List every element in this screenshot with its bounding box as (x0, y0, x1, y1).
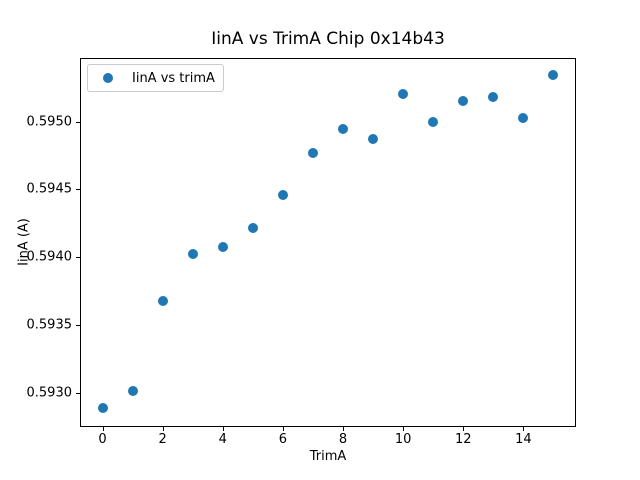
data-point (338, 124, 349, 134)
x-tick-mark (162, 427, 164, 432)
x-tick-mark (523, 427, 525, 432)
x-tick-mark (102, 427, 104, 432)
y-tick-mark (76, 189, 80, 191)
data-point (548, 69, 559, 80)
x-tick-label: 8 (338, 432, 348, 448)
data-point (307, 148, 318, 159)
data-point (458, 95, 469, 106)
legend-label: IinA vs trimA (132, 70, 215, 86)
chart-title: IinA vs TrimA Chip 0x14b43 (211, 29, 445, 49)
x-axis-label: TrimA (309, 449, 347, 464)
x-tick-label: 0 (98, 432, 107, 448)
y-tick-mark (76, 392, 80, 394)
x-tick-mark (403, 427, 405, 432)
x-tick-mark (463, 427, 465, 432)
y-tick-label: 0.5930 (26, 385, 73, 401)
y-tick-label: 0.5950 (26, 114, 73, 130)
data-point (428, 117, 439, 128)
legend-marker-icon (103, 73, 113, 83)
x-tick-mark (282, 427, 284, 432)
data-point (97, 403, 108, 414)
data-point (217, 242, 228, 252)
y-tick-label: 0.5945 (26, 181, 73, 197)
x-tick-label: 10 (394, 432, 412, 448)
legend: IinA vs trimA (87, 64, 224, 92)
data-point (247, 223, 258, 234)
y-tick-mark (76, 121, 80, 123)
data-point (398, 88, 409, 99)
data-point (127, 385, 138, 396)
x-tick-label: 12 (454, 432, 472, 448)
y-tick-label: 0.5935 (26, 317, 73, 333)
data-point (277, 189, 288, 200)
data-point (187, 249, 198, 260)
x-tick-label: 6 (278, 432, 288, 448)
plot-area (80, 57, 576, 428)
y-tick-mark (76, 324, 80, 326)
x-tick-label: 14 (515, 432, 532, 448)
data-point (518, 113, 529, 124)
data-point (157, 296, 168, 307)
y-tick-label: 0.5940 (26, 249, 73, 265)
x-tick-label: 2 (158, 432, 167, 448)
y-tick-mark (76, 257, 80, 259)
x-tick-mark (343, 427, 345, 432)
data-point (488, 92, 499, 103)
data-point (368, 134, 379, 145)
x-tick-mark (222, 427, 224, 432)
x-tick-label: 4 (218, 432, 227, 448)
